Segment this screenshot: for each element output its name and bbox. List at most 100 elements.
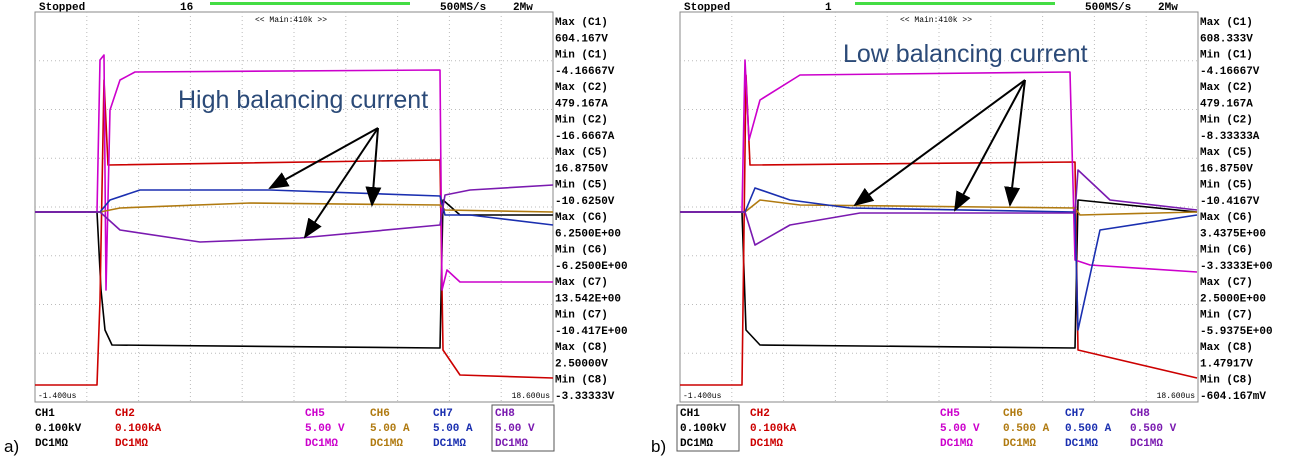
measurement: Min (C7) <box>1200 310 1253 322</box>
measurement: -10.4167V <box>1200 196 1260 208</box>
channel-coupling: DC1MΩ <box>305 438 338 450</box>
arrow <box>365 127 382 207</box>
channel-name: CH5 <box>940 408 960 420</box>
measurement: Max (C5) <box>1200 147 1253 159</box>
waveform <box>35 189 554 226</box>
measurement: Max (C5) <box>555 147 608 159</box>
channel-name: CH1 <box>680 408 700 420</box>
channel-coupling: DC1MΩ <box>940 438 973 450</box>
waveform <box>35 184 554 243</box>
acquisition-count: 1 <box>825 2 832 14</box>
channel-scale: 0.100kA <box>750 423 797 435</box>
measurement: Max (C1) <box>1200 17 1253 29</box>
channel-scale: 0.500 V <box>1130 423 1177 435</box>
channel-coupling: DC1MΩ <box>115 438 148 450</box>
channel-name: CH8 <box>495 408 515 420</box>
measurement: 479.167A <box>1200 98 1253 110</box>
measurement: 2.5000E+00 <box>1200 293 1266 305</box>
measurement: Min (C6) <box>555 245 608 257</box>
channel-name: CH6 <box>1003 408 1023 420</box>
channel-name: CH2 <box>115 408 135 420</box>
time-start: -1.400us <box>38 392 77 401</box>
measurement: 2.50000V <box>555 358 608 370</box>
measurement: -604.167mV <box>1200 391 1266 403</box>
channel-selected <box>491 404 555 452</box>
waveform <box>680 169 1198 246</box>
arrow <box>954 79 1026 212</box>
measurement: Min (C1) <box>555 50 608 62</box>
acquisition-count: 16 <box>180 2 193 14</box>
channel-scale: 0.100kV <box>680 423 727 435</box>
measurement: Max (C8) <box>555 342 608 354</box>
arrow <box>268 127 379 189</box>
channel-scale: 5.00 V <box>495 423 535 435</box>
measurement: Min (C1) <box>1200 50 1253 62</box>
measurement: Max (C2) <box>555 82 608 94</box>
measurement: -4.16667V <box>1200 66 1260 78</box>
time-end: 18.600us <box>512 392 551 401</box>
measurement: 1.47917V <box>1200 358 1253 370</box>
measurement: Max (C7) <box>1200 277 1253 289</box>
measurement: Min (C6) <box>1200 245 1253 257</box>
measurement: -6.2500E+00 <box>555 261 628 273</box>
panel-label: b) <box>651 437 666 456</box>
measurement: Max (C8) <box>1200 342 1253 354</box>
measurement: Min (C8) <box>555 375 608 387</box>
channel-coupling: DC1MΩ <box>495 438 528 450</box>
record-length: 2Mw <box>513 2 533 14</box>
measurement: -16.6667A <box>555 131 615 143</box>
channel-coupling: DC1MΩ <box>750 438 783 450</box>
time-end: 18.600us <box>1157 392 1196 401</box>
channel-coupling: DC1MΩ <box>1003 438 1036 450</box>
channel-name: CH7 <box>1065 408 1085 420</box>
measurement: 3.4375E+00 <box>1200 228 1266 240</box>
measurement: 16.8750V <box>1200 163 1253 175</box>
channel-scale: 5.00 A <box>433 423 473 435</box>
panel-label: a) <box>4 437 19 456</box>
channel-scale: 0.500 A <box>1003 423 1050 435</box>
sample-rate: 500MS/s <box>1085 2 1131 14</box>
measurement: -3.33333V <box>555 391 615 403</box>
time-start: -1.400us <box>683 392 722 401</box>
oscilloscope-panel: Stopped 16 500MS/s 2Mw << Main:410k >> -1.400… <box>4 2 628 456</box>
channel-name: CH8 <box>1130 408 1150 420</box>
timebase: << Main:410k >> <box>900 16 972 25</box>
measurement: Min (C2) <box>555 115 608 127</box>
measurement: Min (C5) <box>1200 180 1253 192</box>
channel-scale: 5.00 A <box>370 423 410 435</box>
sample-rate: 500MS/s <box>440 2 486 14</box>
measurement: -3.3333E+00 <box>1200 261 1273 273</box>
measurement: 6.2500E+00 <box>555 228 621 240</box>
channel-scale: 0.100kA <box>115 423 162 435</box>
channel-selected <box>676 404 740 452</box>
arrow <box>1004 79 1026 207</box>
channel-name: CH2 <box>750 408 770 420</box>
measurement: -5.9375E+00 <box>1200 326 1273 338</box>
measurement: Max (C7) <box>555 277 608 289</box>
arrow <box>303 127 379 239</box>
status: Stopped <box>684 2 730 14</box>
channel-scale: 5.00 V <box>305 423 345 435</box>
measurement: Min (C7) <box>555 310 608 322</box>
measurement: 16.8750V <box>555 163 608 175</box>
measurement: 608.333V <box>1200 33 1253 45</box>
progress-bar <box>855 2 1055 5</box>
channel-scale: 0.500 A <box>1065 423 1112 435</box>
channel-scale: 0.100kV <box>35 423 82 435</box>
channel-coupling: DC1MΩ <box>433 438 466 450</box>
waveform <box>680 187 1198 331</box>
measurement: Max (C6) <box>555 212 608 224</box>
status: Stopped <box>39 2 85 14</box>
channel-coupling: DC1MΩ <box>1065 438 1098 450</box>
channel-scale: 5.00 V <box>940 423 980 435</box>
channel-coupling: DC1MΩ <box>680 438 713 450</box>
measurement: Max (C1) <box>555 17 608 29</box>
waveform <box>680 59 1198 273</box>
oscilloscope-panel: Stopped 1 500MS/s 2Mw << Main:410k >> -1.400u… <box>651 2 1273 456</box>
measurement: Max (C2) <box>1200 82 1253 94</box>
annotation: Low balancing current <box>843 40 1088 68</box>
waveform <box>35 54 553 291</box>
arrow <box>853 79 1026 207</box>
measurement: Min (C2) <box>1200 115 1253 127</box>
